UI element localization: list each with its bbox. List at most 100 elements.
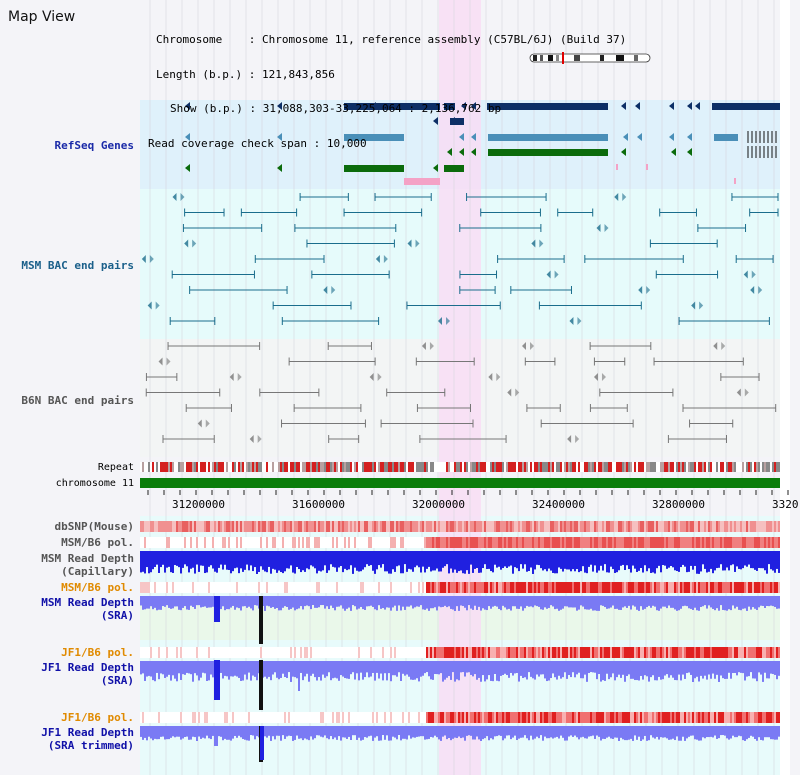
jf1-b6-pol-cell (430, 647, 432, 658)
jf1-trimmed-depth-bar (176, 726, 178, 737)
msm-sra-depth-bar (366, 596, 368, 607)
repeat-element (188, 462, 190, 472)
gene-strand-arrow (695, 102, 700, 110)
msm-b6-pol-sra-cell (724, 582, 726, 593)
jf1-trimmed-depth-bar (184, 726, 186, 738)
track-label-jf1-depth-trimmed[interactable]: JF1 Read Depth (SRA trimmed) (0, 726, 134, 752)
track-label-msm-b6-pol[interactable]: MSM/B6 pol. (61, 536, 134, 549)
jf1-trimmed-depth-bar (728, 726, 730, 740)
repeat-element (506, 462, 508, 472)
jf1-b6-pol-2-cell (628, 712, 630, 723)
dbsnp-cell (484, 521, 486, 532)
jf1-sra-depth-bar (538, 661, 540, 677)
dbsnp-cell (232, 521, 234, 532)
msm-b6-pol-cell (166, 537, 168, 548)
msm-b6-pol-sra-cell (648, 582, 650, 593)
msm-sra-depth-bar (312, 596, 314, 606)
track-label-msm-depth-capillary[interactable]: MSM Read Depth (Capillary) (0, 552, 134, 578)
msm-depth-capillary-line1: MSM Read Depth (41, 552, 134, 565)
track-label-msm-b6-pol-2[interactable]: MSM/B6 pol. (61, 581, 134, 594)
dbsnp-cell (432, 521, 434, 532)
dbsnp-cell (352, 521, 354, 532)
msm-capillary-depth-bar (172, 551, 174, 573)
jf1-sra-depth-bar (302, 661, 304, 681)
jf1-b6-pol-cell (496, 647, 498, 658)
dbsnp-cell (506, 521, 508, 532)
jf1-sra-depth-bar (560, 661, 562, 679)
msm-b6-pol-cell (284, 537, 286, 548)
jf1-b6-pol-cell (664, 647, 666, 658)
msm-capillary-depth-bar (560, 551, 562, 569)
jf1-b6-pol-2-cell (534, 712, 536, 723)
jf1-trimmed-depth-bar (730, 726, 732, 739)
jf1-b6-pol-2-cell (160, 712, 162, 723)
jf1-b6-pol-cell (710, 647, 712, 658)
jf1-b6-pol-2-cell (382, 712, 384, 723)
jf1-b6-pol-cell (566, 647, 568, 658)
jf1-b6-pol-2-cell (750, 712, 752, 723)
repeat-element (418, 462, 420, 472)
dbsnp-cell (726, 521, 728, 532)
jf1-b6-pol-cell (152, 647, 154, 658)
track-label-jf1-b6-pol-2[interactable]: JF1/B6 pol. (61, 711, 134, 724)
track-label-msm-depth-sra[interactable]: MSM Read Depth (SRA) (0, 596, 134, 622)
msm-capillary-depth-bar (616, 551, 618, 573)
jf1-sra-depth-bar (402, 661, 404, 674)
dbsnp-cell (636, 521, 638, 532)
jf1-b6-pol-cell (468, 647, 470, 658)
jf1-sra-depth-bar (574, 661, 576, 678)
gene-strand-arrow (185, 164, 190, 172)
msm-sra-depth-bar (484, 596, 486, 610)
jf1-trimmed-depth-bar (710, 726, 712, 737)
msm-b6-pol-sra-cell (172, 582, 174, 593)
jf1-b6-pol-cell (426, 647, 428, 658)
msm-b6-pol-sra-cell (732, 582, 734, 593)
msm-sra-depth-bar (652, 596, 654, 606)
dbsnp-cell (366, 521, 368, 532)
jf1-trimmed-depth-bar (508, 726, 510, 736)
jf1-sra-depth-bar (356, 661, 358, 674)
jf1-sra-depth-bar (354, 661, 356, 680)
msm-sra-depth-bar (190, 596, 192, 606)
msm-capillary-depth-bar (628, 551, 630, 570)
repeat-element (746, 462, 748, 472)
show-value: 31,088,303-33,225,064 : 2,136,762 bp (262, 102, 502, 115)
msm-b6-pol-sra-cell (752, 582, 754, 593)
b6n-bac-end-marker (567, 435, 572, 443)
msm-sra-depth-bar (738, 596, 740, 610)
jf1-sra-depth-bar (202, 661, 204, 673)
jf1-sra-depth-bar (242, 661, 244, 681)
msm-bac-end-marker (184, 239, 189, 248)
msm-b6-pol-cell (270, 537, 272, 548)
jf1-sra-depth-bar (428, 661, 430, 677)
track-label-jf1-b6-pol[interactable]: JF1/B6 pol. (61, 646, 134, 659)
msm-b6-pol-cell (702, 537, 704, 548)
track-label-msm-bac[interactable]: MSM BAC end pairs (21, 259, 134, 272)
jf1-sra-depth-bar (732, 661, 734, 674)
msm-capillary-depth-bar (262, 551, 264, 570)
msm-b6-pol-sra-cell (316, 582, 318, 593)
track-label-refseq-genes[interactable]: RefSeq Genes (54, 139, 134, 152)
track-label-jf1-depth-sra[interactable]: JF1 Read Depth (SRA) (0, 661, 134, 687)
msm-b6-pol-sra-cell (520, 582, 522, 593)
track-label-b6n-bac[interactable]: B6N BAC end pairs (21, 394, 134, 407)
msm-b6-pol-cell (266, 537, 268, 548)
dbsnp-cell (524, 521, 526, 532)
jf1-sra-depth-bar (264, 661, 266, 677)
jf1-sra-depth-bar (286, 661, 288, 679)
jf1-sra-depth-bar (440, 661, 442, 674)
jf1-trimmed-depth-bar (318, 726, 320, 736)
repeat-element (314, 462, 316, 472)
track-label-dbsnp[interactable]: dbSNP(Mouse) (54, 520, 134, 533)
jf1-b6-pol-2-cell (464, 712, 466, 723)
jf1-b6-pol-2-cell (562, 712, 564, 723)
jf1-trimmed-depth-bar (662, 726, 664, 738)
jf1-sra-depth-bar (378, 661, 380, 679)
jf1-trimmed-depth-bar (376, 726, 378, 737)
jf1-b6-pol-cell (382, 647, 384, 658)
msm-sra-depth-bar (158, 596, 160, 610)
msm-sra-depth-bar (466, 596, 468, 611)
msm-capillary-depth-bar (340, 551, 342, 567)
jf1-sra-depth-bar (408, 661, 410, 677)
